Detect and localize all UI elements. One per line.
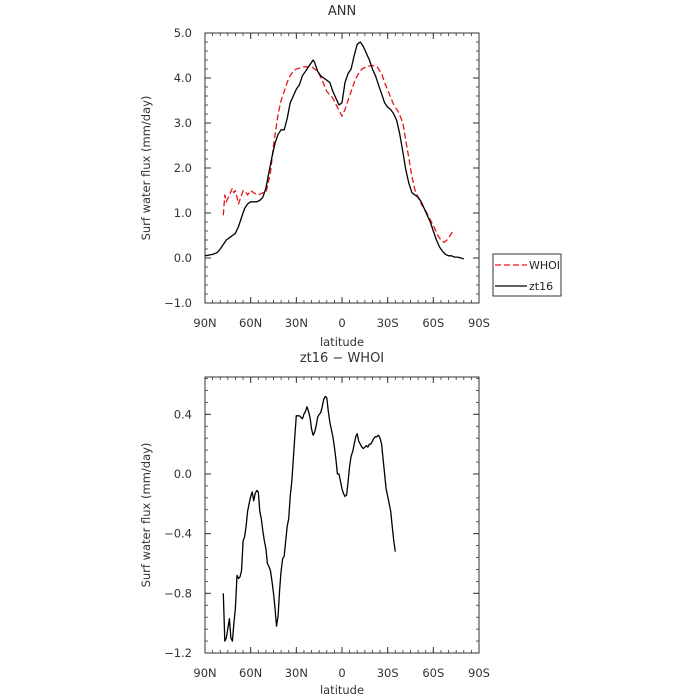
x-tick-label: 30N (285, 666, 308, 680)
y-tick-label: 0.0 (174, 467, 192, 481)
legend: WHOI zt16 (492, 253, 562, 297)
y-tick-label: −0.4 (164, 527, 192, 541)
y-tick-label: 5.0 (174, 26, 192, 40)
x-tick-label: 60N (239, 316, 262, 330)
x-tick-label: 0 (338, 666, 345, 680)
y-axis-label: Surf water flux (mm/day) (139, 443, 153, 588)
legend-label-whoi: WHOI (529, 259, 560, 272)
series-line-zt16 (204, 41, 464, 260)
y-axis-label: Surf water flux (mm/day) (139, 96, 153, 241)
x-tick-label: 60N (239, 666, 262, 680)
chart-difference: zt16 − WHOI 90N 60N 30N 0 30S 60S 90S −1.2 −0.8… (139, 351, 490, 697)
y-tick-label: 4.0 (174, 71, 192, 85)
x-tick-label: 60S (422, 316, 444, 330)
y-tick-label: 0.4 (174, 407, 192, 421)
x-axis-label: latitude (320, 335, 364, 349)
x-tick-label: 90S (468, 666, 490, 680)
chart-ann: ANN 90N 60N 30N 0 30S 60S 90S −1.0 0.0 1.0 2.0 3.0… (139, 4, 562, 349)
plot-frame (204, 32, 480, 304)
y-tick-label: 1.0 (174, 206, 192, 220)
x-tick-label: 90S (468, 316, 490, 330)
chart-title: ANN (328, 4, 356, 19)
x-tick-label: 0 (338, 316, 345, 330)
x-axis: 90N 60N 30N 0 30S 60S 90S (193, 33, 490, 330)
y-tick-label: 3.0 (174, 116, 192, 130)
y-tick-label: −1.2 (164, 646, 192, 660)
x-tick-label: 90N (193, 316, 216, 330)
x-tick-label: 60S (422, 666, 444, 680)
x-axis: 90N 60N 30N 0 30S 60S 90S (193, 377, 490, 680)
y-axis: −1.0 0.0 1.0 2.0 3.0 4.0 5.0 (164, 26, 479, 310)
series-line-difference (222, 395, 396, 642)
series-layer (204, 41, 464, 260)
series-layer (222, 395, 396, 642)
x-axis-label: latitude (320, 683, 364, 697)
y-tick-label: 2.0 (174, 161, 192, 175)
x-tick-label: 30S (377, 666, 399, 680)
y-tick-label: 0.0 (174, 251, 192, 265)
y-tick-label: −0.8 (164, 586, 192, 600)
chart-title: zt16 − WHOI (300, 351, 384, 366)
x-tick-label: 30N (285, 316, 308, 330)
x-tick-label: 90N (193, 666, 216, 680)
series-line-whoi (222, 64, 454, 243)
legend-label-zt16: zt16 (529, 280, 553, 293)
x-tick-label: 30S (377, 316, 399, 330)
legend-box (492, 253, 562, 297)
plot-frame (204, 376, 480, 654)
y-tick-label: −1.0 (164, 296, 192, 310)
y-axis: −1.2 −0.8 −0.4 0.0 0.4 (164, 378, 479, 660)
